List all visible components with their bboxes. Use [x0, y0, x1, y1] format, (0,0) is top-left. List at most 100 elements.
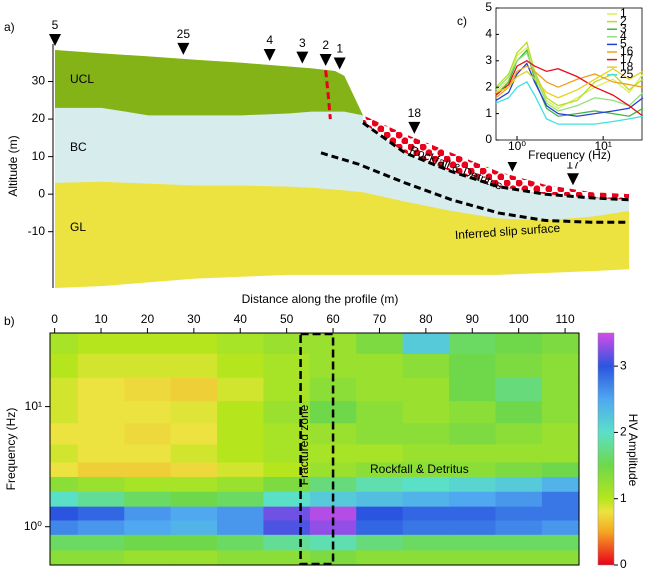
heat-cell — [495, 534, 542, 550]
layer-label: BC — [70, 140, 87, 154]
y-tick-label: 10⁰ — [24, 519, 42, 533]
station-label: 18 — [408, 106, 422, 120]
heat-cell — [50, 444, 78, 463]
station-marker — [334, 57, 346, 69]
heat-cell — [50, 506, 78, 520]
heat-cell — [50, 423, 78, 445]
heat-cell — [542, 377, 580, 401]
heat-cell — [124, 377, 171, 401]
panel-label: b) — [4, 314, 15, 328]
x-tick-label: 60 — [326, 312, 340, 326]
heat-cell — [124, 423, 171, 445]
heat-cell — [403, 423, 450, 445]
colorbar-tick-label: 0 — [620, 557, 627, 568]
x-axis-label: Distance along the profile (m) — [242, 292, 399, 306]
heat-cell — [124, 462, 171, 477]
heat-cell — [403, 491, 450, 506]
x-tick-label: 10⁰ — [508, 139, 526, 153]
heat-cell — [171, 550, 218, 566]
heat-cell — [449, 353, 496, 377]
heat-cell — [403, 520, 450, 535]
heat-cell — [124, 353, 171, 377]
annotation: Rockfall & Detritus — [370, 462, 469, 476]
y-tick-label: -10 — [28, 224, 46, 238]
heat-cell — [449, 333, 496, 354]
heat-cell — [50, 520, 78, 535]
heat-cell — [50, 550, 78, 566]
heat-cell — [403, 353, 450, 377]
heat-cell — [50, 377, 78, 401]
y-axis-label: Altitude (m) — [6, 135, 20, 196]
heat-cell — [542, 550, 580, 566]
heat-cell — [78, 444, 125, 463]
station-marker — [177, 43, 189, 55]
heat-cell — [78, 491, 125, 506]
colorbar-label: HV Amplitude — [626, 414, 640, 487]
heat-cell — [124, 506, 171, 520]
heat-cell — [495, 462, 542, 477]
heat-cell — [542, 534, 580, 550]
heat-cell — [50, 491, 78, 506]
heat-cell — [171, 520, 218, 535]
heat-cell — [78, 550, 125, 566]
heat-cell — [171, 423, 218, 445]
heat-cell — [124, 491, 171, 506]
heat-cell — [449, 377, 496, 401]
heat-cell — [217, 444, 264, 463]
heat-cell — [542, 333, 580, 354]
heat-cell — [78, 377, 125, 401]
y-tick-label: 0 — [38, 186, 45, 200]
x-tick-label: 100 — [509, 312, 529, 326]
heat-cell — [356, 377, 403, 401]
heat-cell — [263, 491, 310, 506]
heat-cell — [50, 353, 78, 377]
heat-cell — [495, 491, 542, 506]
colorbar — [598, 333, 614, 565]
heat-cell — [356, 520, 403, 535]
y-axis-label: Frequency (Hz) — [4, 408, 18, 491]
layer-label: GL — [70, 220, 86, 234]
heat-cell — [449, 550, 496, 566]
heat-cell — [495, 506, 542, 520]
panel-label: a) — [4, 20, 15, 34]
station-marker — [408, 122, 420, 134]
heat-cell — [171, 462, 218, 477]
heat-cell — [78, 423, 125, 445]
x-tick-label: 90 — [466, 312, 480, 326]
y-tick-label: 4 — [485, 27, 492, 41]
heat-cell — [78, 401, 125, 424]
heat-cell — [495, 520, 542, 535]
heat-cell — [78, 476, 125, 491]
heat-cell — [449, 506, 496, 520]
heat-cell — [124, 534, 171, 550]
heat-cell — [495, 444, 542, 463]
heat-cell — [495, 377, 542, 401]
heat-cell — [542, 401, 580, 424]
heat-cell — [542, 520, 580, 535]
heat-cell — [495, 423, 542, 445]
heat-cell — [217, 333, 264, 354]
heat-cell — [403, 534, 450, 550]
heat-cell — [449, 444, 496, 463]
heat-cell — [78, 506, 125, 520]
station-marker — [264, 49, 276, 61]
heat-cell — [78, 353, 125, 377]
x-tick-label: 0 — [51, 312, 58, 326]
heat-cell — [50, 462, 78, 477]
heat-cell — [356, 401, 403, 424]
heat-cell — [542, 423, 580, 445]
x-tick-label: 70 — [373, 312, 387, 326]
heat-cell — [217, 476, 264, 491]
y-tick-label: 10¹ — [25, 399, 42, 413]
heat-cell — [356, 333, 403, 354]
heat-cell — [171, 377, 218, 401]
y-tick-label: 5 — [485, 0, 492, 14]
x-tick-label: 80 — [419, 312, 433, 326]
heat-cell — [356, 423, 403, 445]
heat-cell — [217, 534, 264, 550]
heat-cell — [171, 353, 218, 377]
heat-cell — [171, 491, 218, 506]
station-marker — [320, 54, 332, 66]
heat-cell — [403, 444, 450, 463]
heat-cell — [356, 506, 403, 520]
